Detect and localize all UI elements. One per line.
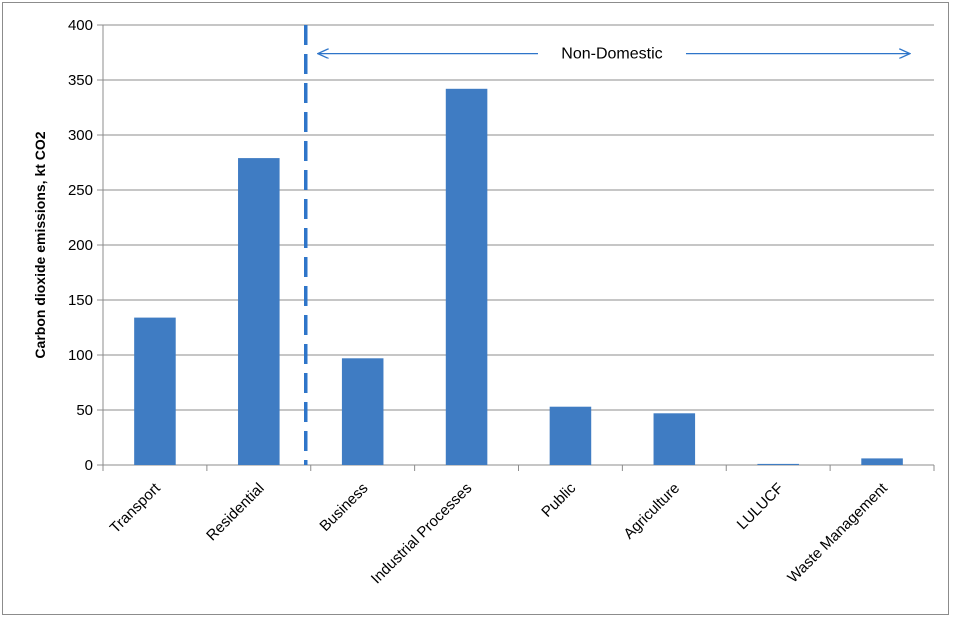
bar	[653, 413, 696, 465]
x-tick-label: Industrial Processes	[368, 480, 476, 588]
y-tick-label: 350	[68, 72, 93, 89]
y-axis-title: Carbon dioxide emissions, kt CO2	[32, 131, 48, 358]
y-tick-labels: 0 50 100 150 200 250 300 350 400	[68, 17, 93, 474]
y-tick-label: 100	[68, 347, 93, 364]
bar	[445, 88, 488, 466]
y-tick-label: 150	[68, 292, 93, 309]
x-tick-label: LULUCF	[734, 480, 787, 533]
x-tick-label: Business	[316, 480, 371, 535]
x-tick-label: Agriculture	[620, 480, 683, 543]
bars	[134, 88, 903, 466]
y-tick-label: 400	[68, 17, 93, 34]
y-tick-label: 200	[68, 237, 93, 254]
non-domestic-label: Non-Domestic	[561, 46, 662, 63]
bar	[861, 458, 903, 465]
bar-chart: 0 50 100 150 200 250 300 350 400 Transport Reside…	[32, 17, 935, 587]
non-domestic-annotation: Non-Domestic	[304, 25, 910, 465]
x-tick-label: Transport	[107, 479, 165, 537]
y-tick-label: 50	[76, 402, 93, 419]
bar	[134, 317, 176, 465]
bar	[341, 358, 384, 465]
y-tick-label: 250	[68, 182, 93, 199]
y-tick-label: 300	[68, 127, 93, 144]
x-tick-label: Waste Management	[784, 479, 891, 586]
x-tick-label: Residential	[203, 480, 268, 545]
x-tick-label: Public	[538, 479, 579, 520]
bar	[757, 463, 799, 465]
bar	[238, 158, 280, 465]
axes	[97, 24, 935, 471]
gridlines	[103, 24, 934, 411]
y-tick-label: 0	[85, 457, 93, 474]
bar	[549, 406, 592, 465]
